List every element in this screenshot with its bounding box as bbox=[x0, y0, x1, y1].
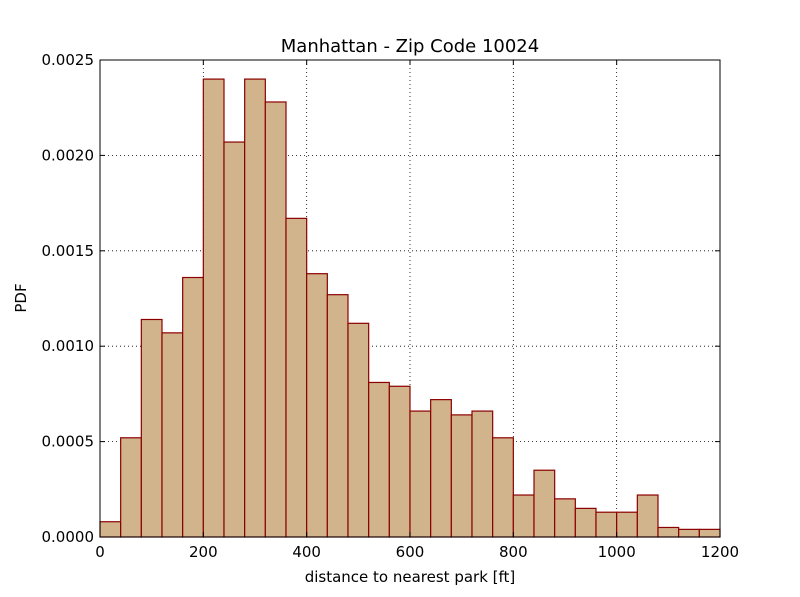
histogram-bar bbox=[223, 141, 246, 538]
y-tick-label: 0.0005 bbox=[42, 433, 95, 451]
histogram-bar bbox=[347, 322, 370, 538]
histogram-bar bbox=[388, 385, 411, 538]
histogram-bars bbox=[99, 78, 721, 538]
histogram-bar bbox=[202, 78, 225, 538]
histogram-bar bbox=[140, 318, 163, 538]
histogram-bar bbox=[99, 521, 122, 538]
histogram-bar bbox=[554, 498, 576, 538]
histogram-bar bbox=[430, 399, 452, 538]
x-tick-label: 600 bbox=[396, 543, 425, 561]
histogram-bar bbox=[264, 101, 287, 538]
histogram-bar bbox=[450, 414, 473, 538]
histogram-bar bbox=[636, 494, 659, 538]
histogram-bar bbox=[595, 511, 618, 538]
histogram-bar bbox=[368, 381, 390, 538]
x-tick-label: 1200 bbox=[701, 543, 739, 561]
histogram-bar bbox=[285, 217, 308, 538]
histogram-bar bbox=[306, 273, 328, 538]
x-tick-label: 800 bbox=[499, 543, 528, 561]
histogram-bar bbox=[657, 526, 680, 538]
grid-lines bbox=[100, 60, 720, 537]
histogram-bar bbox=[409, 410, 432, 538]
x-axis-label: distance to nearest park [ft] bbox=[305, 568, 516, 586]
histogram-bar bbox=[120, 437, 142, 538]
histogram-bar bbox=[471, 410, 494, 538]
y-tick-label: 0.0015 bbox=[42, 242, 95, 260]
x-tick-label: 1000 bbox=[598, 543, 636, 561]
histogram-bar bbox=[326, 294, 349, 538]
x-tick-label: 400 bbox=[292, 543, 321, 561]
chart-title: Manhattan - Zip Code 10024 bbox=[281, 36, 539, 57]
y-tick-label: 0.0020 bbox=[42, 146, 95, 164]
histogram-bar bbox=[512, 494, 535, 538]
x-tick-label: 200 bbox=[189, 543, 218, 561]
x-tick-label: 0 bbox=[95, 543, 105, 561]
histogram-bar bbox=[533, 469, 556, 538]
histogram-bar bbox=[698, 528, 721, 538]
axis-ticks: 0 200 400 600 800 1000 1200 0.0000 0.0005 0.0010 0… bbox=[42, 51, 740, 561]
histogram-bar bbox=[182, 276, 204, 538]
y-axis-label: PDF bbox=[12, 283, 30, 312]
y-tick-label: 0.0010 bbox=[42, 337, 95, 355]
histogram-bar bbox=[574, 507, 597, 538]
histogram-bar bbox=[161, 332, 184, 538]
y-tick-label: 0.0000 bbox=[42, 528, 95, 546]
y-tick-label: 0.0025 bbox=[42, 51, 95, 69]
histogram-bar bbox=[678, 528, 700, 538]
histogram-bar bbox=[244, 78, 266, 538]
histogram-bar bbox=[492, 437, 514, 538]
histogram-bar bbox=[616, 511, 638, 538]
